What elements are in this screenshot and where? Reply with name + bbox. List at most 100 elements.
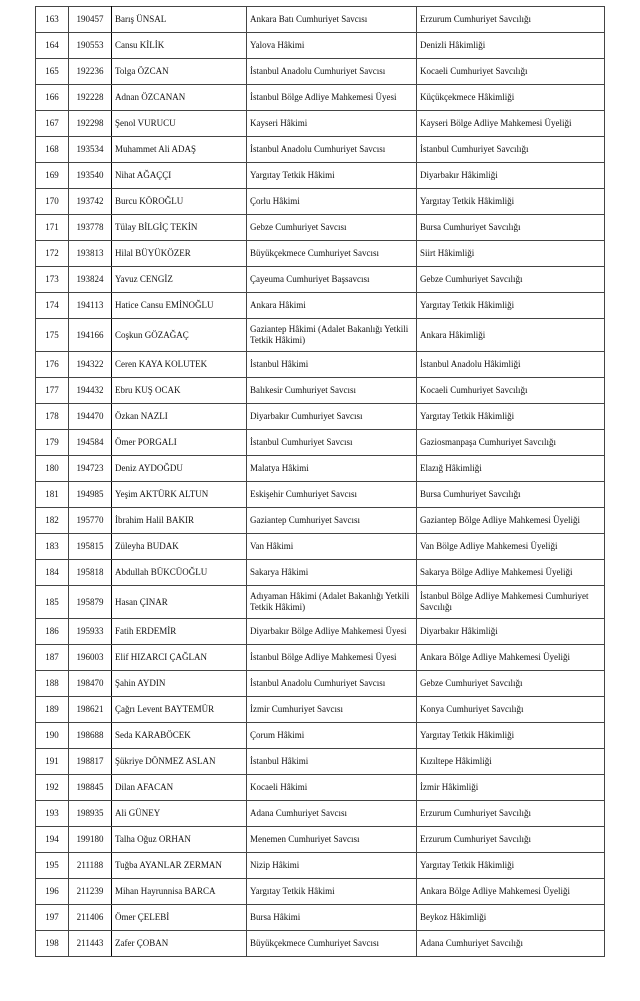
registry-number: 190553 — [68, 32, 112, 59]
row-number: 170 — [35, 188, 69, 215]
registry-number: 194113 — [68, 292, 112, 319]
table-row: 192 198845 Dilan AFACAN Kocaeli Hâkimi İzmir… — [35, 774, 605, 801]
row-number: 192 — [35, 774, 69, 801]
registry-number: 196003 — [68, 644, 112, 671]
registry-number: 198688 — [68, 722, 112, 749]
current-position: Yalova Hâkimi — [246, 32, 417, 59]
registry-number: 192236 — [68, 58, 112, 85]
row-number: 174 — [35, 292, 69, 319]
current-position: Ankara Batı Cumhuriyet Savcısı — [246, 6, 417, 33]
current-position: Diyarbakır Bölge Adliye Mahkemesi Üyesi — [246, 618, 417, 645]
person-name: Yeşim AKTÜRK ALTUN — [111, 481, 247, 508]
current-position: Adana Cumhuriyet Savcısı — [246, 800, 417, 827]
current-position: İzmir Cumhuriyet Savcısı — [246, 696, 417, 723]
registry-number: 195879 — [68, 585, 112, 619]
registry-number: 193540 — [68, 162, 112, 189]
row-number: 166 — [35, 84, 69, 111]
current-position: Büyükçekmece Cumhuriyet Savcısı — [246, 240, 417, 267]
new-position: Bursa Cumhuriyet Savcılığı — [416, 481, 605, 508]
table-row: 182 195770 İbrahim Halil BAKIR Gaziantep Cu… — [35, 507, 605, 534]
new-position: İstanbul Anadolu Hâkimliği — [416, 351, 605, 378]
current-position: İstanbul Hâkimi — [246, 748, 417, 775]
registry-number: 193778 — [68, 214, 112, 241]
current-position: İstanbul Anadolu Cumhuriyet Savcısı — [246, 136, 417, 163]
row-number: 172 — [35, 240, 69, 267]
registry-number: 194985 — [68, 481, 112, 508]
person-name: Dilan AFACAN — [111, 774, 247, 801]
registry-number: 194432 — [68, 377, 112, 404]
new-position: İstanbul Cumhuriyet Savcılığı — [416, 136, 605, 163]
new-position: Yargıtay Tetkik Hâkimliği — [416, 722, 605, 749]
current-position: Çorlu Hâkimi — [246, 188, 417, 215]
current-position: Sakarya Hâkimi — [246, 559, 417, 586]
row-number: 195 — [35, 852, 69, 879]
new-position: Kocaeli Cumhuriyet Savcılığı — [416, 58, 605, 85]
current-position: Gebze Cumhuriyet Savcısı — [246, 214, 417, 241]
table-row: 170 193742 Burcu KÖROĞLU Çorlu Hâkimi Yargıt… — [35, 188, 605, 215]
current-position: Kocaeli Hâkimi — [246, 774, 417, 801]
current-position: İstanbul Anadolu Cumhuriyet Savcısı — [246, 58, 417, 85]
person-name: Seda KARABÖCEK — [111, 722, 247, 749]
current-position: Ankara Hâkimi — [246, 292, 417, 319]
person-name: Yavuz CENGİZ — [111, 266, 247, 293]
table-row: 186 195933 Fatih ERDEMİR Diyarbakır Bölge A… — [35, 618, 605, 645]
current-position: Eskişehir Cumhuriyet Savcısı — [246, 481, 417, 508]
new-position: Diyarbakır Hâkimliği — [416, 162, 605, 189]
registry-number: 193534 — [68, 136, 112, 163]
row-number: 163 — [35, 6, 69, 33]
row-number: 187 — [35, 644, 69, 671]
new-position: Gaziosmanpaşa Cumhuriyet Savcılığı — [416, 429, 605, 456]
appointment-table: 163 190457 Barış ÜNSAL Ankara Batı Cumhuriy… — [35, 6, 605, 957]
row-number: 193 — [35, 800, 69, 827]
registry-number: 211239 — [68, 878, 112, 905]
new-position: Adana Cumhuriyet Savcılığı — [416, 930, 605, 957]
registry-number: 198470 — [68, 670, 112, 697]
person-name: İbrahim Halil BAKIR — [111, 507, 247, 534]
table-row: 187 196003 Elif HIZARCI ÇAĞLAN İstanbul Böl… — [35, 644, 605, 671]
new-position: Diyarbakır Hâkimliği — [416, 618, 605, 645]
row-number: 184 — [35, 559, 69, 586]
new-position: İzmir Hâkimliği — [416, 774, 605, 801]
registry-number: 198845 — [68, 774, 112, 801]
current-position: İstanbul Cumhuriyet Savcısı — [246, 429, 417, 456]
registry-number: 195818 — [68, 559, 112, 586]
new-position: Yargıtay Tetkik Hâkimliği — [416, 188, 605, 215]
current-position: İstanbul Anadolu Cumhuriyet Savcısı — [246, 670, 417, 697]
person-name: Hilal BÜYÜKÖZER — [111, 240, 247, 267]
new-position: Siirt Hâkimliği — [416, 240, 605, 267]
table-row: 194 199180 Talha Oğuz ORHAN Menemen Cumhuri… — [35, 826, 605, 853]
table-row: 173 193824 Yavuz CENGİZ Çayeuma Cumhuriyet … — [35, 266, 605, 293]
current-position: İstanbul Bölge Adliye Mahkemesi Üyesi — [246, 644, 417, 671]
person-name: Mihan Hayrunnisa BARCA — [111, 878, 247, 905]
table-row: 188 198470 Şahin AYDIN İstanbul Anadolu Cum… — [35, 670, 605, 697]
person-name: Zafer ÇOBAN — [111, 930, 247, 957]
new-position: Yargıtay Tetkik Hâkimliği — [416, 292, 605, 319]
new-position: Gaziantep Bölge Adliye Mahkemesi Üyeliği — [416, 507, 605, 534]
person-name: Şükriye DÖNMEZ ASLAN — [111, 748, 247, 775]
registry-number: 195933 — [68, 618, 112, 645]
row-number: 182 — [35, 507, 69, 534]
current-position: Menemen Cumhuriyet Savcısı — [246, 826, 417, 853]
new-position: Van Bölge Adliye Mahkemesi Üyeliği — [416, 533, 605, 560]
row-number: 196 — [35, 878, 69, 905]
table-row: 176 194322 Ceren KAYA KOLUTEK İstanbul Hâki… — [35, 351, 605, 378]
person-name: Çağrı Levent BAYTEMÜR — [111, 696, 247, 723]
table-row: 191 198817 Şükriye DÖNMEZ ASLAN İstanbul Hâ… — [35, 748, 605, 775]
current-position: Büyükçekmece Cumhuriyet Savcısı — [246, 930, 417, 957]
person-name: Tülay BİLGİÇ TEKİN — [111, 214, 247, 241]
table-row: 185 195879 Hasan ÇINAR Adıyaman Hâkimi (Ada… — [35, 585, 605, 619]
current-position: Çayeuma Cumhuriyet Başsavcısı — [246, 266, 417, 293]
row-number: 183 — [35, 533, 69, 560]
table-body: 163 190457 Barış ÜNSAL Ankara Batı Cumhuriy… — [35, 6, 605, 957]
row-number: 165 — [35, 58, 69, 85]
current-position: Balıkesir Cumhuriyet Savcısı — [246, 377, 417, 404]
person-name: Barış ÜNSAL — [111, 6, 247, 33]
new-position: Erzurum Cumhuriyet Savcılığı — [416, 800, 605, 827]
new-position: Gebze Cumhuriyet Savcılığı — [416, 266, 605, 293]
table-row: 169 193540 Nihat AĞAÇÇI Yargıtay Tetkik Hâk… — [35, 162, 605, 189]
person-name: Muhammet Ali ADAŞ — [111, 136, 247, 163]
row-number: 169 — [35, 162, 69, 189]
table-row: 175 194166 Coşkun GÖZAĞAÇ Gaziantep Hâkimi … — [35, 318, 605, 352]
row-number: 197 — [35, 904, 69, 931]
table-row: 184 195818 Abdullah BÜKCÜOĞLU Sakarya Hâkim… — [35, 559, 605, 586]
